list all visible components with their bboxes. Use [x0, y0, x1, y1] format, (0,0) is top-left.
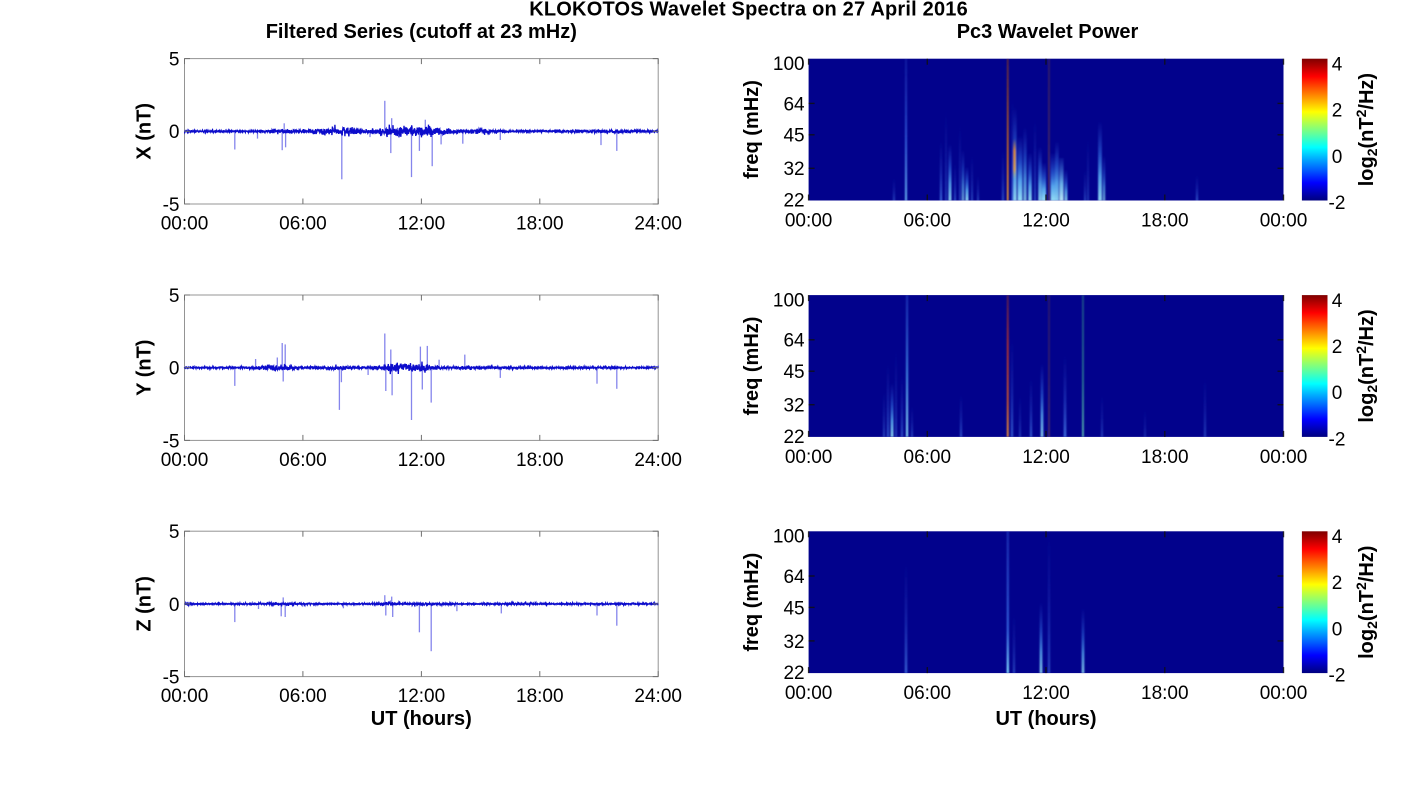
svg-text:4: 4 — [1332, 54, 1343, 75]
svg-text:18:00: 18:00 — [1141, 447, 1189, 468]
svg-text:0: 0 — [1332, 619, 1343, 640]
svg-text:00:00: 00:00 — [785, 447, 833, 468]
svg-text:-5: -5 — [163, 668, 180, 689]
svg-text:UT (hours): UT (hours) — [995, 708, 1096, 730]
svg-text:45: 45 — [783, 362, 804, 383]
svg-text:45: 45 — [783, 126, 804, 147]
svg-text:4: 4 — [1332, 291, 1343, 312]
svg-text:12:00: 12:00 — [1022, 211, 1070, 232]
svg-text:45: 45 — [783, 598, 804, 619]
svg-text:32: 32 — [783, 632, 804, 653]
svg-text:0: 0 — [169, 359, 180, 380]
svg-text:18:00: 18:00 — [516, 450, 564, 471]
svg-text:00:00: 00:00 — [785, 211, 833, 232]
svg-text:22: 22 — [783, 427, 804, 448]
svg-text:64: 64 — [783, 94, 805, 115]
svg-text:12:00: 12:00 — [398, 214, 446, 235]
svg-text:22: 22 — [783, 191, 804, 212]
svg-text:2: 2 — [1332, 101, 1343, 122]
svg-text:freq (mHz): freq (mHz) — [741, 80, 763, 179]
svg-text:00:00: 00:00 — [161, 214, 209, 235]
svg-text:18:00: 18:00 — [516, 686, 564, 707]
svg-text:06:00: 06:00 — [904, 683, 952, 704]
svg-text:100: 100 — [773, 290, 805, 311]
svg-text:5: 5 — [169, 286, 180, 307]
svg-text:5: 5 — [169, 50, 180, 71]
svg-text:-2: -2 — [1329, 666, 1346, 687]
svg-text:0: 0 — [169, 122, 180, 143]
svg-text:5: 5 — [169, 522, 180, 543]
svg-text:UT (hours): UT (hours) — [371, 708, 472, 730]
svg-text:12:00: 12:00 — [1022, 447, 1070, 468]
svg-text:18:00: 18:00 — [1141, 211, 1189, 232]
svg-text:-5: -5 — [163, 195, 180, 216]
svg-text:18:00: 18:00 — [516, 214, 564, 235]
svg-text:32: 32 — [783, 396, 804, 417]
svg-text:-2: -2 — [1329, 429, 1346, 450]
svg-text:12:00: 12:00 — [398, 450, 446, 471]
svg-text:log2(nT2/Hz): log2(nT2/Hz) — [1353, 546, 1380, 659]
svg-text:0: 0 — [1332, 147, 1343, 168]
svg-text:100: 100 — [773, 527, 805, 548]
svg-text:00:00: 00:00 — [1260, 447, 1308, 468]
svg-text:12:00: 12:00 — [1022, 683, 1070, 704]
svg-text:0: 0 — [169, 595, 180, 616]
svg-text:2: 2 — [1332, 337, 1343, 358]
svg-text:Pc3 Wavelet Power: Pc3 Wavelet Power — [957, 21, 1139, 43]
svg-text:-5: -5 — [163, 431, 180, 452]
svg-text:log2(nT2/Hz): log2(nT2/Hz) — [1353, 309, 1380, 422]
svg-text:0: 0 — [1332, 383, 1343, 404]
svg-text:32: 32 — [783, 159, 804, 180]
svg-text:log2(nT2/Hz): log2(nT2/Hz) — [1353, 73, 1380, 186]
svg-text:00:00: 00:00 — [1260, 683, 1308, 704]
svg-text:freq (mHz): freq (mHz) — [741, 317, 763, 416]
svg-text:12:00: 12:00 — [398, 686, 446, 707]
svg-text:freq (mHz): freq (mHz) — [741, 553, 763, 652]
svg-text:24:00: 24:00 — [634, 214, 682, 235]
svg-text:22: 22 — [783, 663, 804, 684]
svg-text:64: 64 — [783, 331, 805, 352]
svg-text:KLOKOTOS Wavelet Spectra on 27: KLOKOTOS Wavelet Spectra on 27 April 201… — [529, 0, 968, 21]
svg-text:00:00: 00:00 — [785, 683, 833, 704]
svg-text:06:00: 06:00 — [904, 447, 952, 468]
svg-text:2: 2 — [1332, 573, 1343, 594]
svg-text:24:00: 24:00 — [634, 686, 682, 707]
svg-text:64: 64 — [783, 567, 805, 588]
svg-text:00:00: 00:00 — [161, 450, 209, 471]
svg-text:100: 100 — [773, 54, 805, 75]
svg-text:06:00: 06:00 — [279, 686, 327, 707]
svg-text:-2: -2 — [1329, 193, 1346, 214]
svg-text:Z (nT): Z (nT) — [133, 576, 155, 632]
svg-text:Y (nT): Y (nT) — [133, 340, 155, 396]
svg-text:Filtered Series (cutoff at 23: Filtered Series (cutoff at 23 mHz) — [266, 21, 577, 43]
svg-text:06:00: 06:00 — [279, 450, 327, 471]
svg-text:06:00: 06:00 — [904, 211, 952, 232]
svg-text:18:00: 18:00 — [1141, 683, 1189, 704]
svg-text:06:00: 06:00 — [279, 214, 327, 235]
svg-text:4: 4 — [1332, 527, 1343, 548]
svg-text:X (nT): X (nT) — [133, 103, 155, 160]
svg-text:24:00: 24:00 — [634, 450, 682, 471]
svg-text:00:00: 00:00 — [161, 686, 209, 707]
svg-text:00:00: 00:00 — [1260, 211, 1308, 232]
